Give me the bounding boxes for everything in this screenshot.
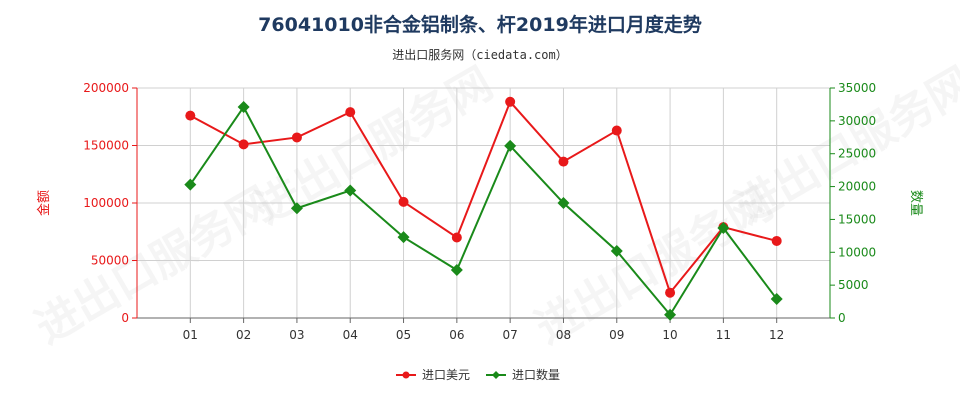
x-tick-label-08: 08 (556, 328, 571, 342)
series-0-point-01 (185, 110, 196, 121)
series-0-point-09 (611, 125, 622, 136)
series-0-point-08 (558, 156, 569, 167)
series-0-point-05 (398, 196, 409, 207)
y-left-tick-label-1: 50000 (91, 254, 129, 268)
y-right-tick-label-0: 0 (838, 311, 846, 325)
y-right-tick-label-7: 35000 (838, 81, 876, 95)
y-right-tick-label-1: 5000 (838, 278, 869, 292)
chart-title: 76041010非合金铝制条、杆2019年进口月度走势 (258, 14, 702, 36)
series-line-0 (189, 99, 777, 295)
series-1-point-09 (610, 244, 623, 257)
series-1-point-06 (450, 264, 463, 277)
series-1-point-11 (717, 221, 730, 234)
legend-swatch-marker-1 (492, 371, 500, 379)
y-left-tick-label-3: 150000 (83, 139, 129, 153)
y-right-tick-label-5: 25000 (838, 147, 876, 161)
series-1-point-04 (344, 184, 357, 197)
chart-subtitle: 进出口服务网（ciedata.com） (392, 48, 568, 62)
series-1-point-08 (557, 197, 570, 209)
series-0-point-07 (505, 96, 516, 107)
y-left-tick-label-2: 100000 (83, 196, 129, 210)
y-left-tick-label-4: 200000 (83, 81, 129, 95)
legend-label-0: 进口美元 (422, 368, 470, 382)
series-line-1 (189, 105, 778, 317)
y-right-tick-label-3: 15000 (838, 212, 876, 226)
series-1-point-05 (397, 231, 410, 244)
legend-label-1: 进口数量 (512, 367, 560, 382)
x-tick-label-10: 10 (662, 328, 677, 342)
y-right-tick-label-6: 30000 (838, 114, 876, 128)
series-1-point-02 (237, 101, 250, 114)
y-left-tick-label-0: 0 (121, 311, 129, 325)
x-tick-label-06: 06 (449, 328, 464, 342)
series-1-point-07 (504, 139, 517, 152)
x-tick-label-05: 05 (396, 328, 411, 342)
x-tick-label-12: 12 (769, 328, 784, 342)
x-tick-label-11: 11 (716, 328, 731, 342)
x-tick-label-02: 02 (236, 328, 251, 342)
series-0-point-12 (771, 235, 782, 246)
y-right-tick-label-2: 10000 (838, 245, 876, 259)
series-1-point-03 (290, 202, 303, 215)
legend-swatch-marker-0 (402, 371, 410, 379)
series-0-point-06 (451, 232, 462, 243)
x-tick-label-01: 01 (183, 328, 198, 342)
series-1-point-10 (664, 308, 677, 321)
series-0-point-03 (291, 132, 302, 143)
series-1-point-12 (770, 292, 783, 305)
y-left-axis-label: 金额 (36, 190, 52, 216)
x-tick-label-09: 09 (609, 328, 624, 342)
series-0-point-02 (238, 139, 249, 150)
series-0-point-10 (665, 287, 676, 298)
x-tick-label-07: 07 (503, 328, 518, 342)
y-right-tick-label-4: 20000 (838, 180, 876, 194)
series-1-point-01 (184, 178, 197, 191)
x-tick-label-04: 04 (343, 328, 358, 342)
x-tick-label-03: 03 (289, 328, 304, 342)
y-right-axis-label: 数量 (908, 190, 923, 216)
series-0-point-04 (345, 107, 356, 118)
